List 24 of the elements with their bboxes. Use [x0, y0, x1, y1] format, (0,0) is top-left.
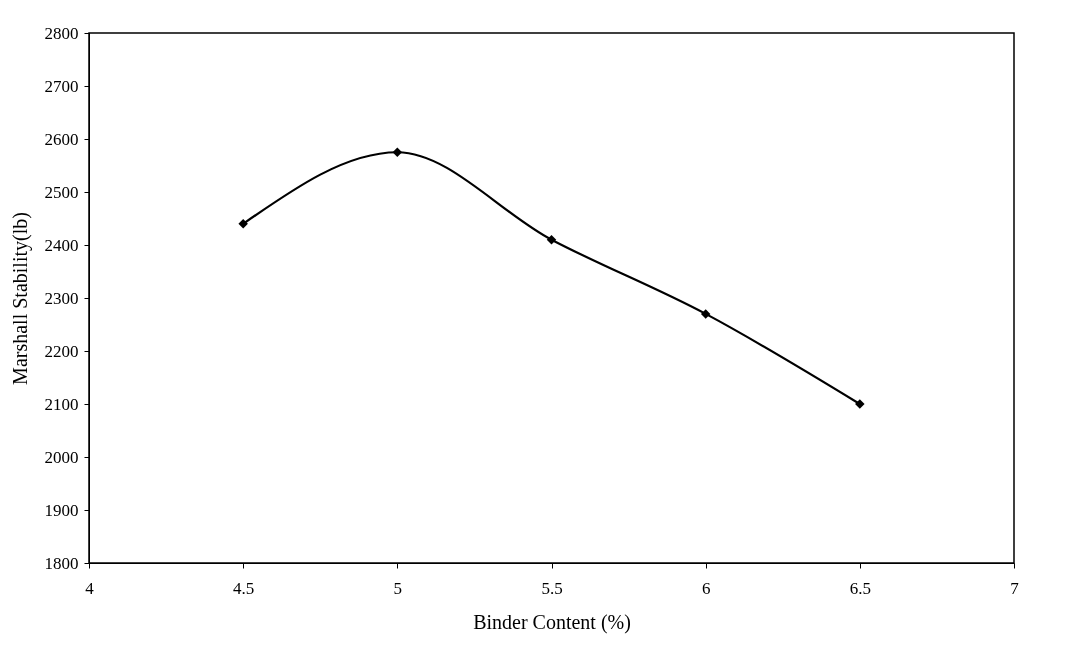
x-tick-label: 7 [1010, 578, 1020, 598]
y-tick-label: 2800 [44, 23, 79, 43]
point [392, 147, 403, 157]
y-tick-label: 1900 [44, 500, 79, 520]
y-tick-label: 2600 [44, 129, 79, 149]
y-tick-label: 2100 [44, 394, 79, 414]
y-tick-label: 2200 [44, 341, 79, 361]
x-tick-label: 4 [85, 578, 95, 598]
point [546, 234, 557, 245]
y-axis-title: Marshall Stability(lb) [8, 212, 32, 385]
y-tick-label: 2700 [44, 76, 79, 96]
point [700, 309, 711, 319]
y-tick-label: 2400 [44, 235, 79, 255]
y-tick-label: 2500 [44, 182, 79, 202]
y-tick-label: 2300 [44, 288, 79, 308]
x-tick-label: 6.5 [849, 578, 871, 598]
y-tick-label: 1800 [44, 553, 79, 573]
x-tick-label: 5 [393, 578, 403, 598]
x-tick-label: 4.5 [233, 578, 255, 598]
x-tick-label: 5.5 [541, 578, 563, 598]
x-axis-title: Binder Content (%) [473, 610, 631, 634]
y-tick-label: 2000 [44, 447, 79, 467]
point [238, 219, 248, 229]
x-tick-label: 6 [701, 578, 711, 598]
